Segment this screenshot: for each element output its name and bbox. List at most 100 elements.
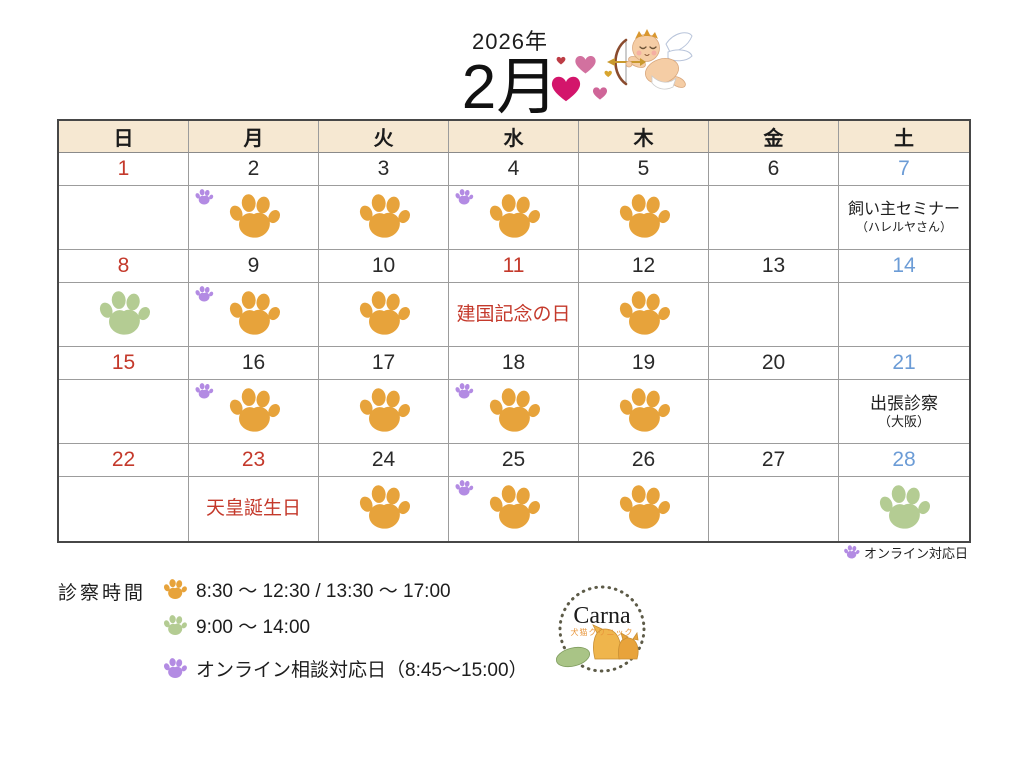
day-content-cell <box>189 186 319 250</box>
date-cell: 19 <box>579 347 709 380</box>
orange-paw-icon <box>486 485 542 533</box>
orange-paw-icon <box>356 194 412 242</box>
hours-legend-items: 8:30 ～ 12:30 / 13:30 ～ 17:00 9:00 ～ 14:00… <box>162 576 528 691</box>
day-note: 出張診察 （大阪） <box>870 393 938 429</box>
weekday-header: 日 <box>59 121 189 153</box>
date-cell: 1 <box>59 153 189 186</box>
date-cell: 26 <box>579 444 709 477</box>
day-note: 天皇誕生日 <box>205 498 301 520</box>
orange-paw-icon <box>486 388 542 436</box>
green-paw-icon <box>876 485 932 533</box>
cupid-illustration <box>607 29 693 90</box>
day-note: 飼い主セミナー （ハレルヤさん） <box>847 201 960 234</box>
day-content-cell: 飼い主セミナー （ハレルヤさん） <box>839 186 969 250</box>
day-content-cell: 天皇誕生日 <box>189 477 319 541</box>
date-cell: 25 <box>449 444 579 477</box>
hours-legend-item: オンライン相談対応日（8:45～15:00） <box>162 655 528 682</box>
orange-paw-icon <box>616 485 672 533</box>
hours-legend-item: 9:00 ～ 14:00 <box>162 612 528 639</box>
purple-paw-icon <box>194 286 214 303</box>
day-content-cell <box>59 283 189 347</box>
day-content-cell <box>59 380 189 444</box>
day-content-cell <box>449 477 579 541</box>
day-content-cell <box>709 477 839 541</box>
day-content-cell <box>579 283 709 347</box>
orange-paw-icon <box>486 194 542 242</box>
day-content-cell <box>59 186 189 250</box>
date-cell: 3 <box>319 153 449 186</box>
day-content-cell: 建国記念の日 <box>449 283 579 347</box>
green-paw-icon <box>162 615 188 637</box>
orange-paw-icon <box>226 291 282 339</box>
orange-paw-icon <box>162 579 188 601</box>
day-content-cell <box>839 477 969 541</box>
date-cell: 27 <box>709 444 839 477</box>
date-cell: 11 <box>449 250 579 283</box>
weekday-header: 金 <box>709 121 839 153</box>
date-cell: 5 <box>579 153 709 186</box>
title-year: 2026年 <box>472 29 548 54</box>
date-cell: 16 <box>189 347 319 380</box>
day-content-cell <box>319 283 449 347</box>
calendar-title: 2026年 2月 <box>400 24 620 119</box>
clinic-logo-name: Carna <box>573 603 631 629</box>
orange-paw-icon <box>616 291 672 339</box>
day-content-cell <box>709 283 839 347</box>
calendar-table: 日月火水木金土 1 2 3 4 5 6 7 飼い主セミナー （ハレルヤさん） 8 9 10 11 12 13 1… <box>57 119 971 543</box>
day-content-cell <box>709 186 839 250</box>
date-cell: 8 <box>59 250 189 283</box>
day-content-cell <box>839 283 969 347</box>
day-content-cell <box>189 380 319 444</box>
date-cell: 18 <box>449 347 579 380</box>
day-content-cell <box>189 283 319 347</box>
date-cell: 20 <box>709 347 839 380</box>
purple-paw-icon <box>454 189 474 206</box>
date-cell: 28 <box>839 444 969 477</box>
hours-legend-text: 9:00 ～ 14:00 <box>196 617 311 638</box>
hours-legend-text: オンライン相談対応日（8:45～15:00） <box>196 660 528 681</box>
green-paw-icon <box>96 291 152 339</box>
online-days-legend: オンライン対応日 <box>843 543 968 562</box>
orange-paw-icon <box>356 388 412 436</box>
clinic-logo-image: Carna 犬猫クリニック <box>555 585 646 673</box>
weekday-header: 水 <box>449 121 579 153</box>
hours-legend-item: 8:30 ～ 12:30 / 13:30 ～ 17:00 <box>162 576 528 603</box>
orange-paw-icon <box>356 291 412 339</box>
weekday-header: 火 <box>319 121 449 153</box>
orange-paw-icon <box>616 194 672 242</box>
day-content-cell <box>319 380 449 444</box>
date-cell: 10 <box>319 250 449 283</box>
day-note: 建国記念の日 <box>456 303 571 325</box>
purple-paw-icon <box>454 480 474 497</box>
date-cell: 2 <box>189 153 319 186</box>
hours-legend-text: 8:30 ～ 12:30 / 13:30 ～ 17:00 <box>196 581 451 602</box>
orange-paw-icon <box>226 388 282 436</box>
online-days-legend-label: オンライン対応日 <box>863 546 968 561</box>
date-cell: 17 <box>319 347 449 380</box>
clinic-logo: Carna 犬猫クリニック <box>543 583 661 683</box>
day-content-cell: 出張診察 （大阪） <box>839 380 969 444</box>
orange-paw-icon <box>226 194 282 242</box>
date-cell: 24 <box>319 444 449 477</box>
day-content-cell <box>319 186 449 250</box>
clinic-logo-subtitle: 犬猫クリニック <box>571 627 634 637</box>
hours-legend-title: 診察時間 <box>58 583 147 604</box>
hours-legend: 診察時間 8:30 ～ 12:30 / 13:30 ～ 17:00 9:00 ～ … <box>58 576 528 691</box>
date-cell: 7 <box>839 153 969 186</box>
date-cell: 6 <box>709 153 839 186</box>
day-content-cell <box>579 380 709 444</box>
title-month: 2月 <box>461 53 559 122</box>
weekday-header: 木 <box>579 121 709 153</box>
day-content-cell <box>579 477 709 541</box>
date-cell: 23 <box>189 444 319 477</box>
orange-paw-icon <box>616 388 672 436</box>
day-content-cell <box>709 380 839 444</box>
day-content-cell <box>449 186 579 250</box>
purple-paw-icon <box>162 658 188 680</box>
date-cell: 21 <box>839 347 969 380</box>
day-content-cell <box>579 186 709 250</box>
day-content-cell <box>449 380 579 444</box>
purple-paw-icon <box>194 189 214 206</box>
date-cell: 13 <box>709 250 839 283</box>
